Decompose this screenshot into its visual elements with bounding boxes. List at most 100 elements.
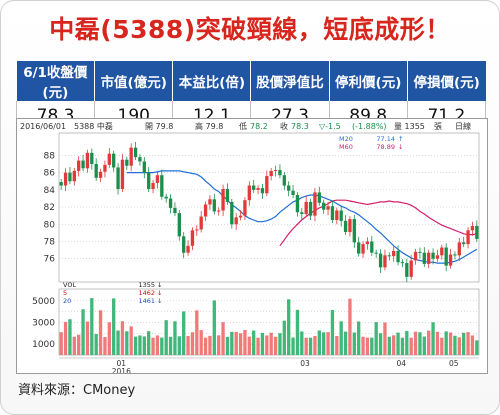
candle-body-88 xyxy=(444,247,448,266)
candle-body-48 xyxy=(269,170,273,177)
vol-legend-value-0: 1355 xyxy=(138,281,155,289)
candle-body-16 xyxy=(129,147,133,166)
candle-body-79 xyxy=(405,263,409,277)
vol-legend-arrow-2: ↓ xyxy=(157,297,162,305)
candle-body-14 xyxy=(120,159,125,189)
candle-body-37 xyxy=(221,188,225,211)
volume-bar-19 xyxy=(142,336,146,355)
volume-bar-0 xyxy=(59,332,63,355)
price-panel-frame xyxy=(58,132,480,283)
ma-legend-arrow-0: ↑ xyxy=(398,135,403,143)
volume-bar-81 xyxy=(413,331,418,355)
ma-legend-value-1: 78.89 xyxy=(376,143,395,151)
headline: 中磊(5388)突破頸線，短底成形！ xyxy=(49,15,451,44)
header-change-pct: (-1.88%) xyxy=(352,122,387,131)
volume-bar-58 xyxy=(313,335,317,355)
volume-bar-79 xyxy=(405,330,409,355)
volume-bar-91 xyxy=(457,337,461,355)
candle-body-80 xyxy=(409,260,413,277)
volume-bar-12 xyxy=(112,298,116,355)
candle-body-83 xyxy=(422,252,426,264)
candle-body-33 xyxy=(203,204,208,217)
candle-body-89 xyxy=(448,254,453,266)
candle-body-73 xyxy=(378,253,383,268)
volume-bar-90 xyxy=(453,335,457,355)
candle-body-60 xyxy=(322,202,326,210)
volume-bar-56 xyxy=(304,337,308,355)
volume-bar-51 xyxy=(282,320,286,355)
candle-body-77 xyxy=(396,250,400,263)
candle-body-71 xyxy=(370,241,374,253)
volume-bar-95 xyxy=(475,340,479,355)
vol-legend-name-1: 5 xyxy=(63,289,67,297)
candle-body-69 xyxy=(361,244,365,254)
candle-body-54 xyxy=(295,195,300,213)
stats-header-3: 股價淨值比 xyxy=(250,61,330,101)
candle-body-26 xyxy=(173,207,177,214)
volume-bar-50 xyxy=(278,333,282,355)
candle-body-4 xyxy=(77,160,81,171)
header-close-value: 78.3 xyxy=(291,122,309,131)
candle-body-55 xyxy=(300,212,304,214)
candle-body-93 xyxy=(466,230,470,245)
volume-bar-8 xyxy=(94,334,98,355)
price-tick-86: 86 xyxy=(44,169,56,179)
candle-body-24 xyxy=(164,196,168,199)
volume-bar-89 xyxy=(448,332,453,355)
x-label-3: 04 xyxy=(397,359,407,368)
candle-body-82 xyxy=(418,251,422,253)
candle-body-12 xyxy=(112,153,116,168)
candle-body-53 xyxy=(291,190,295,196)
ma-legend-name-1: M60 xyxy=(339,143,353,151)
candle-body-29 xyxy=(186,245,190,253)
candle-body-87 xyxy=(440,247,444,256)
volume-bar-10 xyxy=(103,336,107,355)
volume-bar-84 xyxy=(427,330,431,355)
candle-body-9 xyxy=(98,171,103,178)
volume-bar-28 xyxy=(182,311,186,355)
stats-header-0: 6/1收盤價(元) xyxy=(16,61,96,101)
candle-body-50 xyxy=(278,170,282,176)
candle-body-72 xyxy=(374,252,378,254)
volume-bar-45 xyxy=(256,337,260,355)
volume-bar-2 xyxy=(68,319,72,355)
candle-body-5 xyxy=(81,160,85,169)
candle-body-23 xyxy=(160,175,164,197)
volume-bar-36 xyxy=(217,335,221,355)
price-tick-76: 76 xyxy=(44,255,56,265)
candle-body-85 xyxy=(431,252,435,259)
volume-bar-23 xyxy=(160,337,164,355)
header-change: ▽-1.5 xyxy=(319,122,341,131)
volume-bar-13 xyxy=(116,330,120,355)
x-label-2: 03 xyxy=(300,359,310,368)
candle-body-45 xyxy=(256,188,260,190)
candle-body-1 xyxy=(63,172,68,186)
candle-body-84 xyxy=(427,252,431,264)
volume-bar-67 xyxy=(352,332,356,355)
candle-body-28 xyxy=(182,236,186,253)
candle-body-8 xyxy=(94,164,98,178)
candle-body-21 xyxy=(151,182,155,189)
candle-body-38 xyxy=(225,188,230,202)
volume-bar-85 xyxy=(431,322,435,355)
volume-bar-76 xyxy=(392,335,396,355)
volume-bar-4 xyxy=(77,334,81,355)
candle-body-31 xyxy=(195,229,199,231)
candle-body-44 xyxy=(252,185,256,190)
volume-bar-53 xyxy=(291,337,295,355)
volume-bar-71 xyxy=(370,337,374,355)
price-tick-78: 78 xyxy=(44,238,56,248)
candle-body-90 xyxy=(453,254,457,256)
volume-bar-34 xyxy=(208,335,212,355)
ma-legend-arrow-1: ↓ xyxy=(398,143,403,151)
candle-body-15 xyxy=(125,159,129,166)
chart-svg: 2016/06/01 5388 中磊 開 79.8 高 79.8 低 78.2 … xyxy=(20,121,480,376)
volume-bar-38 xyxy=(225,336,230,355)
volume-bar-66 xyxy=(348,298,352,355)
volume-bar-48 xyxy=(269,332,273,355)
candle-body-61 xyxy=(326,206,330,210)
volume-bar-83 xyxy=(422,336,426,355)
volume-bar-87 xyxy=(440,337,444,355)
volume-bar-68 xyxy=(357,321,361,355)
volume-bar-43 xyxy=(247,336,251,355)
